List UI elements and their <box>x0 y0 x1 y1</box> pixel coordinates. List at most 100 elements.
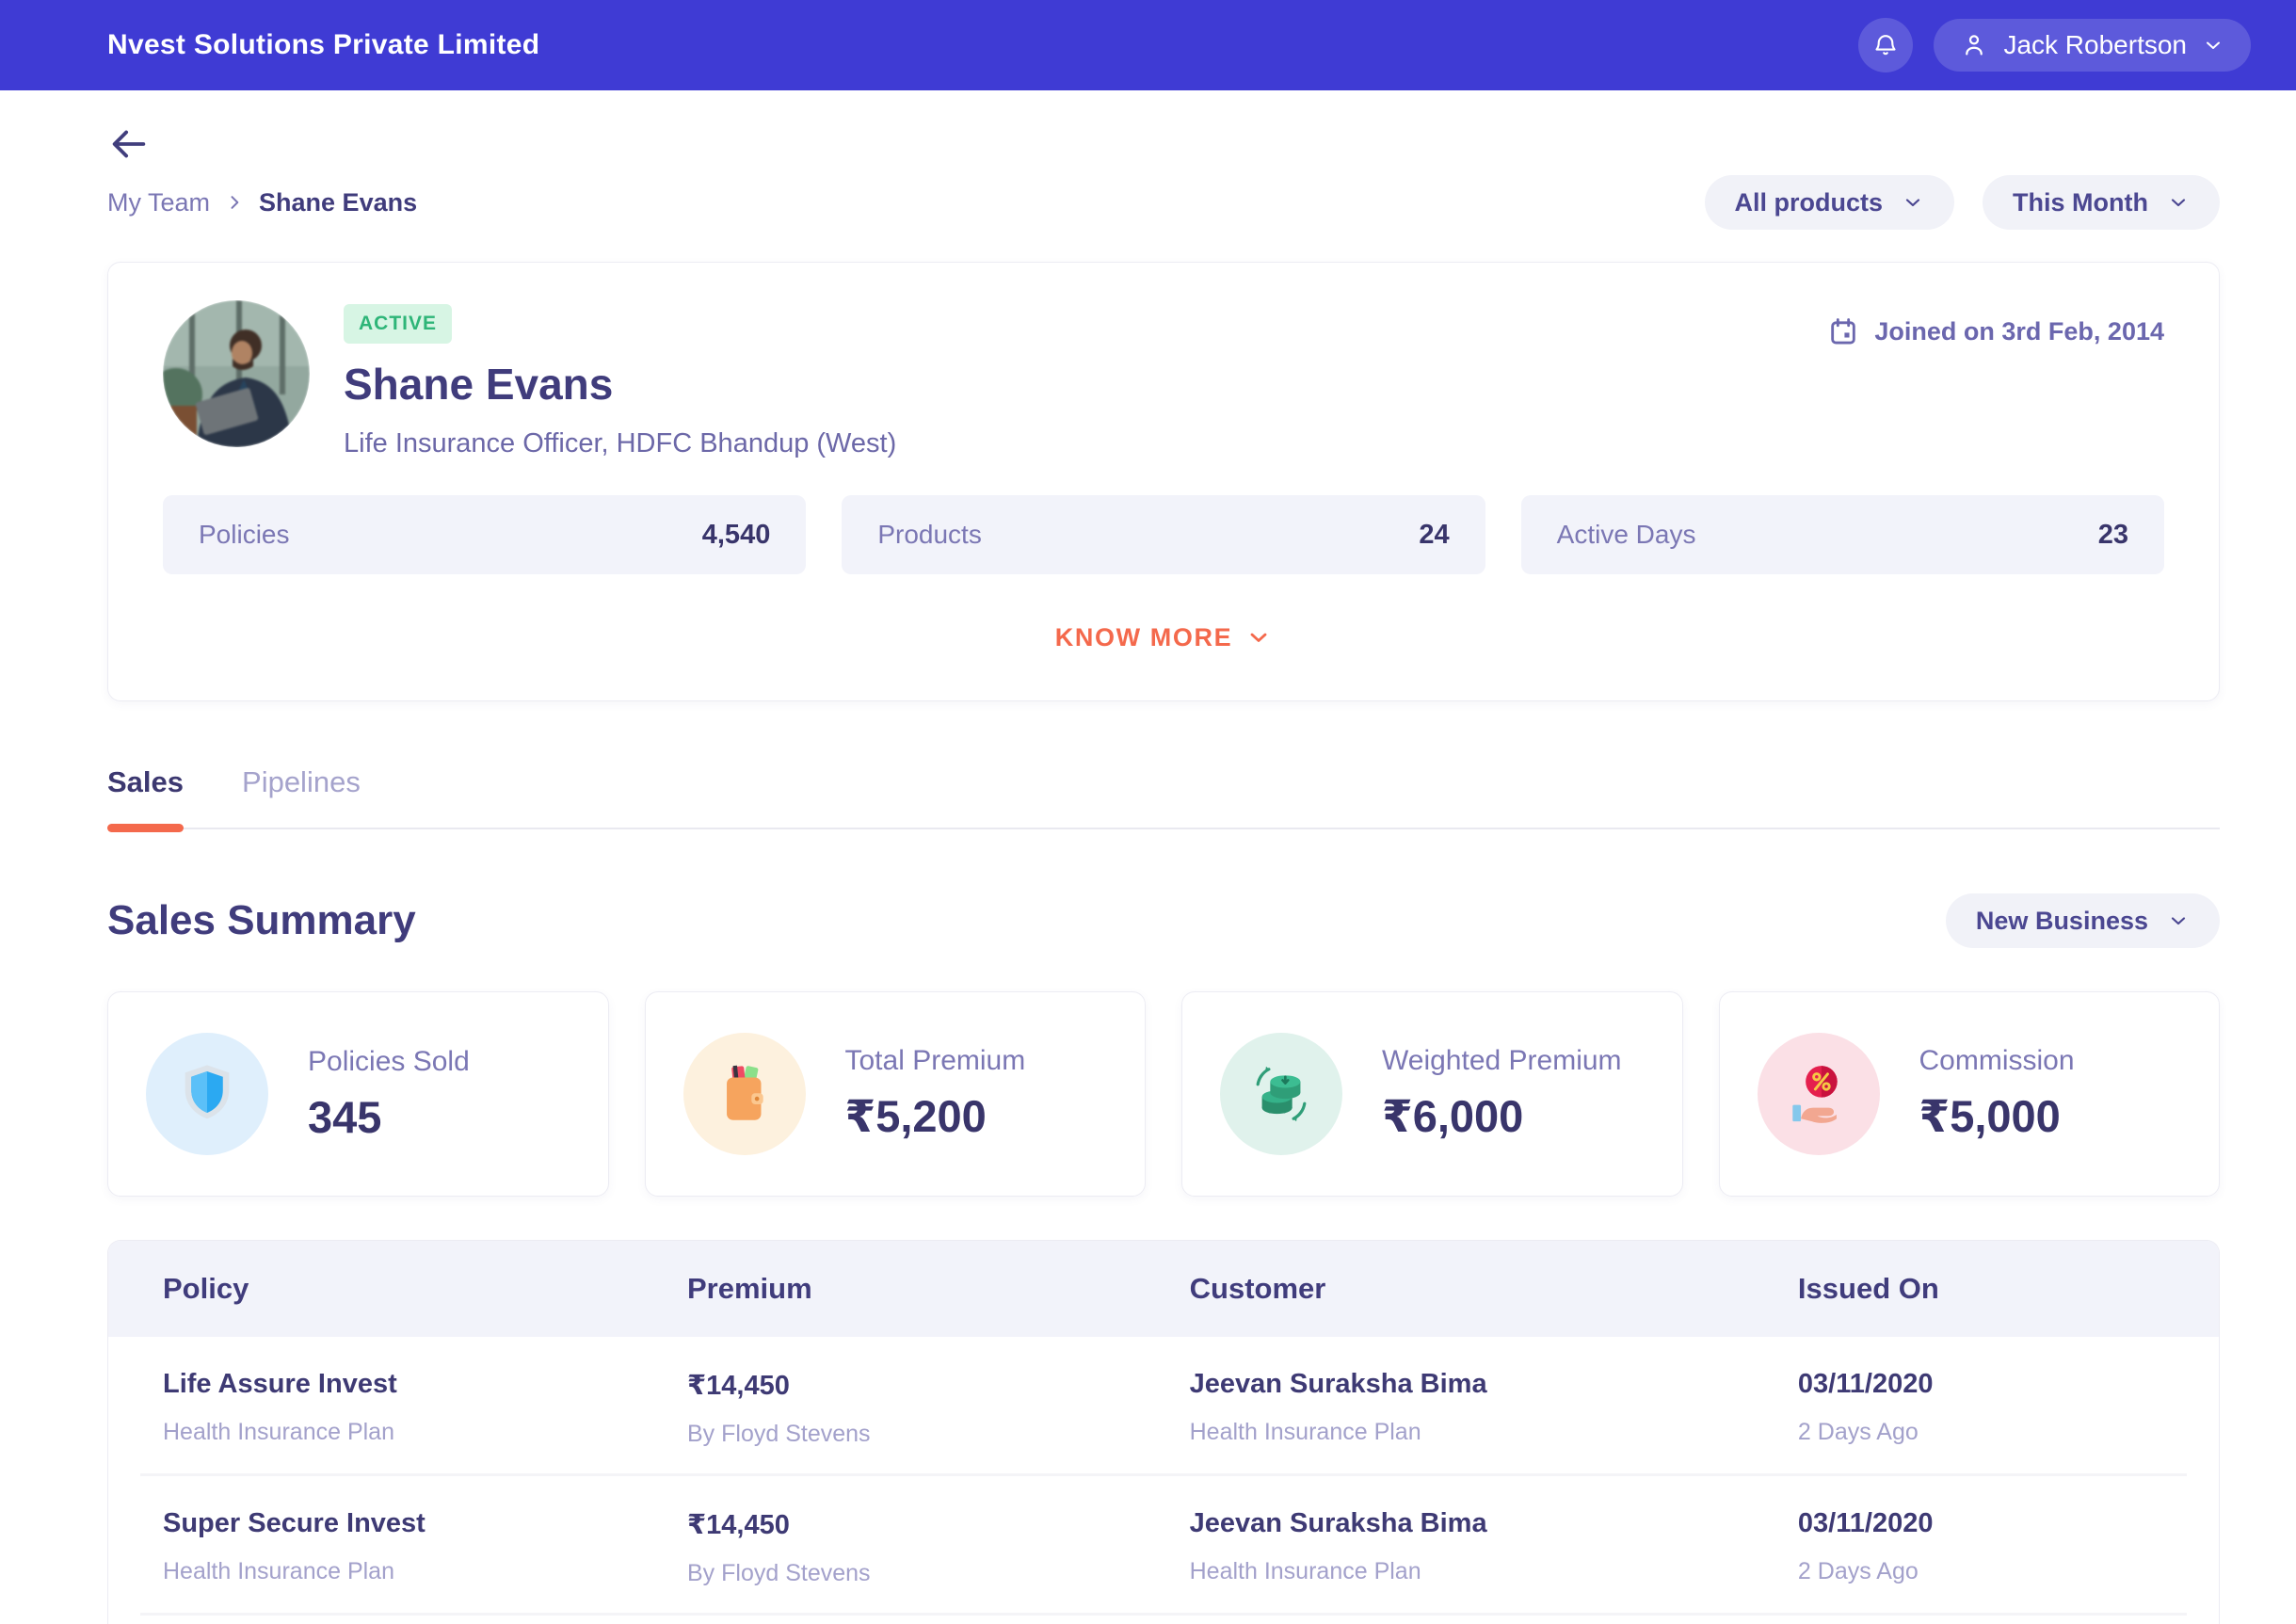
user-icon <box>1966 35 1983 56</box>
profile-top: ACTIVE Shane Evans Life Insurance Office… <box>163 300 2164 459</box>
card-label: Total Premium <box>844 1045 1026 1076</box>
stat-value: 24 <box>1419 519 1450 550</box>
stat-value: 4,540 <box>701 519 771 550</box>
calendar-icon <box>1831 318 1856 345</box>
table-row[interactable]: Life Assure Invest Health Insurance Plan… <box>108 1337 2219 1476</box>
profile-card: ACTIVE Shane Evans Life Insurance Office… <box>107 262 2220 701</box>
joined-date: Joined on 3rd Feb, 2014 <box>1827 315 2164 347</box>
tab-sales-label: Sales <box>107 765 185 798</box>
back-button[interactable] <box>107 122 156 166</box>
tabs: Sales Pipelines <box>107 765 2220 832</box>
premium-cell: ₹14,450 By Floyd Stevens <box>687 1369 1190 1476</box>
policy-cell: Life Assure Invest Health Insurance Plan <box>163 1369 687 1476</box>
customer-plan: Health Insurance Plan <box>1189 1419 1421 1445</box>
product-filter-value: All products <box>1734 187 1884 217</box>
customer-name: Jeevan Suraksha Bima <box>1189 1508 1487 1538</box>
profile-role: Life Insurance Officer, HDFC Bhandup (We… <box>344 428 897 458</box>
policy-name: Life Assure Invest <box>163 1369 397 1399</box>
card-value: ₹5,000 <box>1919 1091 2061 1141</box>
bell-icon <box>1875 35 1897 56</box>
stat-label: Policies <box>199 520 290 549</box>
stat-active-days: Active Days 23 <box>1520 495 2164 574</box>
avatar-photo <box>163 300 310 447</box>
chevron-down-icon <box>2207 41 2220 49</box>
card-commission: Commission ₹5,000 <box>1718 991 2220 1197</box>
business-type-value: New Business <box>1975 906 2148 935</box>
know-more-button[interactable]: KNOW MORE <box>1055 574 1272 700</box>
top-header: Nvest Solutions Private Limited Jack Rob… <box>0 0 2296 90</box>
joined-date-text: Joined on 3rd Feb, 2014 <box>1874 316 2164 346</box>
policy-name: Super Secure Invest <box>163 1508 425 1538</box>
card-text: Policies Sold 345 <box>308 1046 470 1143</box>
issued-date: 03/11/2020 <box>1797 1508 1934 1538</box>
card-text: Commission ₹5,000 <box>1919 1045 2075 1143</box>
sales-table: Policy Premium Customer Issued On Life A… <box>107 1240 2220 1624</box>
profile-name: Shane Evans <box>344 360 614 409</box>
filters: All products This Month <box>1704 175 2220 230</box>
table-header: Policy Premium Customer Issued On <box>108 1241 2219 1337</box>
profile-info: ACTIVE Shane Evans Life Insurance Office… <box>344 300 896 459</box>
column-customer: Customer <box>1189 1272 1326 1305</box>
issued-date: 03/11/2020 <box>1797 1369 1934 1399</box>
breadcrumb-my-team[interactable]: My Team <box>107 187 211 217</box>
profile-stats: Policies 4,540 Products 24 Active Days 2… <box>163 495 2164 574</box>
issued-ago: 2 Days Ago <box>1797 1419 1919 1445</box>
card-weighted-premium: Weighted Premium ₹6,000 <box>1181 991 1683 1197</box>
card-text: Total Premium ₹5,200 <box>845 1045 1026 1143</box>
table-row[interactable]: Super Secure Invest Health Insurance Pla… <box>108 1476 2219 1616</box>
premium-amount: ₹14,450 <box>687 1510 790 1540</box>
table-row[interactable]: Life Assure Invest Health Insurance Plan… <box>108 1616 2219 1624</box>
business-type-dropdown[interactable]: New Business <box>1945 893 2220 948</box>
stat-products: Products 24 <box>842 495 1485 574</box>
premium-cell: ₹14,450 By Floyd Stevens <box>687 1508 1190 1616</box>
active-tab-indicator <box>107 824 185 832</box>
summary-cards: Policies Sold 345 Total Premium ₹5,200 <box>107 991 2220 1197</box>
card-value: ₹5,200 <box>844 1091 987 1141</box>
column-policy: Policy <box>163 1272 249 1305</box>
product-filter-dropdown[interactable]: All products <box>1704 175 1955 230</box>
chevron-down-icon <box>1905 199 1920 207</box>
premium-by: By Floyd Stevens <box>687 1421 871 1447</box>
stat-label: Products <box>877 520 982 549</box>
premium-amount: ₹14,450 <box>687 1371 790 1401</box>
policy-cell: Super Secure Invest Health Insurance Pla… <box>163 1508 687 1616</box>
breadcrumb-current: Shane Evans <box>259 187 418 217</box>
customer-cell: Jeevan Suraksha Bima Health Insurance Pl… <box>1190 1369 1798 1476</box>
card-label: Commission <box>1919 1045 2075 1076</box>
card-label: Policies Sold <box>308 1045 470 1077</box>
chevron-down-icon <box>2171 199 2186 207</box>
card-value: 345 <box>308 1091 382 1142</box>
stat-label: Active Days <box>1556 520 1696 549</box>
shield-icon <box>146 1033 268 1155</box>
customer-plan: Health Insurance Plan <box>1189 1558 1421 1584</box>
period-filter-dropdown[interactable]: This Month <box>1983 175 2220 230</box>
arrow-left-icon <box>112 130 146 158</box>
customer-name: Jeevan Suraksha Bima <box>1189 1369 1487 1399</box>
chevron-right-icon <box>231 196 239 209</box>
avatar <box>163 300 310 447</box>
stat-value: 23 <box>2097 519 2128 550</box>
tab-pipelines[interactable]: Pipelines <box>242 765 361 828</box>
policy-type: Health Insurance Plan <box>163 1558 394 1584</box>
page-content: My Team Shane Evans All products This Mo… <box>0 122 2296 1624</box>
policy-type: Health Insurance Plan <box>163 1419 394 1445</box>
card-value: ₹6,000 <box>1382 1091 1524 1141</box>
issued-cell: 03/11/2020 2 Days Ago <box>1798 1369 2164 1476</box>
column-premium: Premium <box>687 1272 812 1305</box>
stat-policies: Policies 4,540 <box>163 495 807 574</box>
company-name: Nvest Solutions Private Limited <box>107 29 540 60</box>
card-policies-sold: Policies Sold 345 <box>107 991 609 1197</box>
tab-sales[interactable]: Sales <box>107 765 185 832</box>
user-name: Jack Robertson <box>2003 30 2187 59</box>
issued-cell: 03/11/2020 2 Days Ago <box>1798 1508 2164 1616</box>
topbar-actions: Jack Robertson <box>1858 18 2251 72</box>
premium-by: By Floyd Stevens <box>687 1560 871 1586</box>
issued-ago: 2 Days Ago <box>1797 1558 1919 1584</box>
wallet-icon <box>682 1033 806 1155</box>
chevron-down-icon <box>2171 917 2186 925</box>
customer-cell: Jeevan Suraksha Bima Health Insurance Pl… <box>1190 1508 1798 1616</box>
user-menu[interactable]: Jack Robertson <box>1934 19 2251 72</box>
notifications-button[interactable] <box>1858 18 1914 72</box>
coins-icon <box>1220 1033 1342 1155</box>
know-more-label: KNOW MORE <box>1054 622 1233 651</box>
